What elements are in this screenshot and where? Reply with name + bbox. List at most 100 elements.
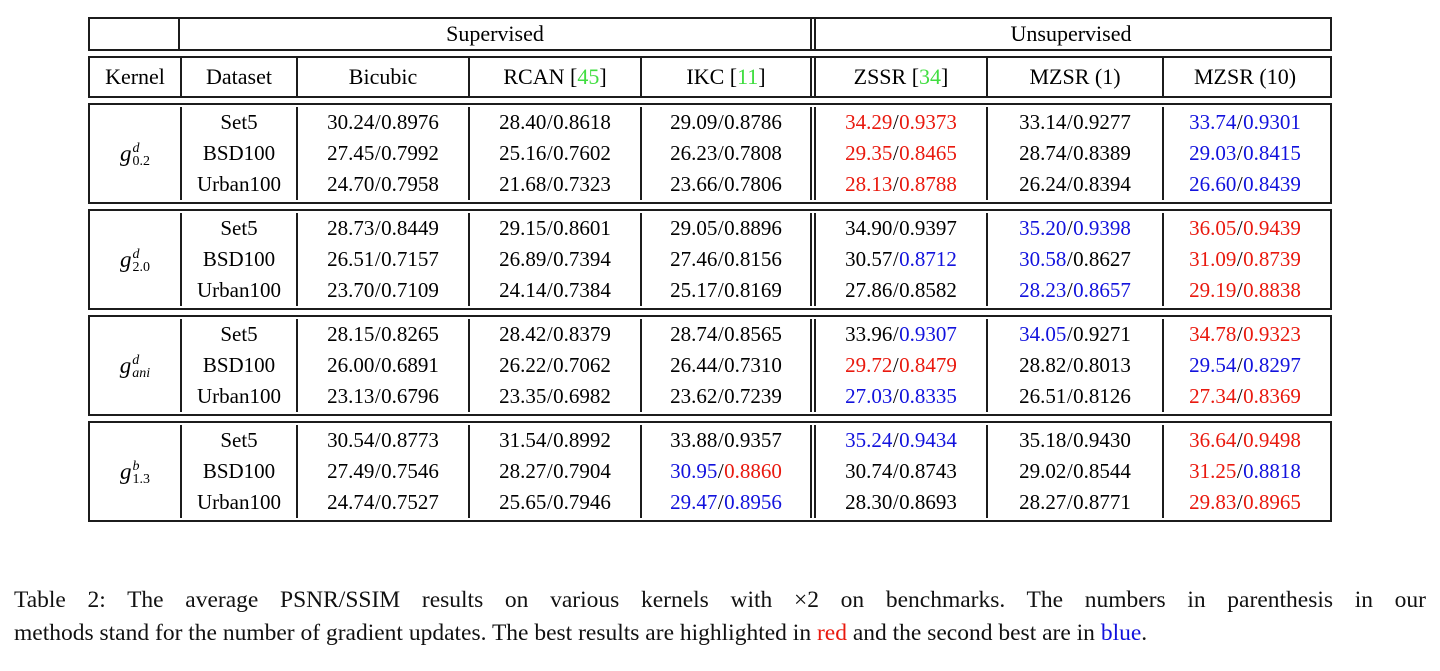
psnr-ssim-cell: 27.86/0.8582 bbox=[814, 275, 986, 306]
column-header: Kernel bbox=[90, 58, 180, 96]
slash: / bbox=[892, 322, 899, 346]
slash: / bbox=[1066, 172, 1073, 196]
caption-text: . bbox=[1141, 620, 1148, 646]
slash: / bbox=[1066, 247, 1073, 271]
value-text: 0.7310 bbox=[724, 353, 782, 377]
value-text: 0.7546 bbox=[381, 459, 439, 483]
slash: / bbox=[374, 490, 381, 514]
value-text: 29.47 bbox=[670, 490, 718, 514]
slash: / bbox=[546, 141, 553, 165]
slash: / bbox=[892, 278, 899, 302]
psnr-ssim-cell: 30.24/0.8976 bbox=[296, 107, 468, 138]
value-text: 0.9271 bbox=[1073, 322, 1131, 346]
slash: / bbox=[717, 216, 724, 240]
slash: / bbox=[374, 428, 381, 452]
value-text: 25.16 bbox=[499, 141, 547, 165]
value-text: 0.8956 bbox=[724, 490, 782, 514]
slash: / bbox=[374, 110, 381, 134]
dataset-label: Urban100 bbox=[180, 275, 296, 306]
slash: / bbox=[1236, 459, 1243, 483]
value-text: 26.51 bbox=[1019, 384, 1067, 408]
value-text: 33.74 bbox=[1189, 110, 1237, 134]
value-text: RCAN [ bbox=[503, 64, 578, 89]
value-text: 23.35 bbox=[499, 384, 547, 408]
caption-text: and the second best are in bbox=[846, 620, 1101, 646]
value-text: 0.7109 bbox=[381, 278, 439, 302]
value-text: 0.9323 bbox=[1243, 322, 1301, 346]
slash: / bbox=[546, 172, 553, 196]
kernel-math: g d 0.2 bbox=[120, 140, 150, 169]
psnr-ssim-cell: 31.54/0.8992 bbox=[468, 425, 640, 456]
slash: / bbox=[717, 353, 724, 377]
value-text: Dataset bbox=[206, 64, 272, 89]
value-text: 28.15 bbox=[327, 322, 375, 346]
value-text: 29.35 bbox=[845, 141, 893, 165]
value-text: 27.45 bbox=[327, 141, 375, 165]
slash: / bbox=[374, 216, 381, 240]
value-text: 0.7602 bbox=[553, 141, 611, 165]
corner-cell bbox=[90, 19, 180, 49]
value-text: 31.25 bbox=[1189, 459, 1237, 483]
value-text: 0.6982 bbox=[553, 384, 611, 408]
slash: / bbox=[374, 322, 381, 346]
value-text: MZSR (1) bbox=[1029, 64, 1121, 89]
psnr-ssim-cell: 27.45/0.7992 bbox=[296, 138, 468, 169]
value-text: 34.29 bbox=[845, 110, 893, 134]
value-text: 0.8297 bbox=[1243, 353, 1301, 377]
value-text: 0.8582 bbox=[899, 278, 957, 302]
psnr-ssim-cell: 30.57/0.8712 bbox=[814, 244, 986, 275]
slash: / bbox=[717, 490, 724, 514]
slash: / bbox=[892, 141, 899, 165]
psnr-ssim-cell: 28.74/0.8389 bbox=[986, 138, 1162, 169]
slash: / bbox=[717, 384, 724, 408]
psnr-ssim-cell: 29.02/0.8544 bbox=[986, 456, 1162, 487]
value-text: 28.82 bbox=[1019, 353, 1067, 377]
psnr-ssim-cell: 29.19/0.8838 bbox=[1162, 275, 1326, 306]
value-text: 29.02 bbox=[1019, 459, 1067, 483]
psnr-ssim-cell: 29.15/0.8601 bbox=[468, 213, 640, 244]
slash: / bbox=[1066, 353, 1073, 377]
value-text: 35.20 bbox=[1019, 216, 1067, 240]
value-text: 0.7384 bbox=[553, 278, 611, 302]
value-text: 0.8156 bbox=[724, 247, 782, 271]
value-text: 0.8838 bbox=[1243, 278, 1301, 302]
value-text: 0.8369 bbox=[1243, 384, 1301, 408]
psnr-ssim-cell: 33.14/0.9277 bbox=[986, 107, 1162, 138]
psnr-ssim-cell: 26.22/0.7062 bbox=[468, 350, 640, 381]
value-text: 26.22 bbox=[499, 353, 547, 377]
psnr-ssim-cell: 33.88/0.9357 bbox=[640, 425, 812, 456]
slash: / bbox=[1236, 322, 1243, 346]
slash: / bbox=[1236, 353, 1243, 377]
value-text: 26.51 bbox=[327, 247, 375, 271]
value-text: 0.8992 bbox=[553, 428, 611, 452]
caption-red-word: red bbox=[816, 620, 847, 646]
value-text: 27.49 bbox=[327, 459, 375, 483]
table-caption: Table 2: The average PSNR/SSIM results o… bbox=[14, 584, 1426, 650]
value-text: 28.13 bbox=[845, 172, 893, 196]
value-text: 0.7808 bbox=[724, 141, 782, 165]
value-text: 0.8265 bbox=[381, 322, 439, 346]
psnr-ssim-cell: 28.40/0.8618 bbox=[468, 107, 640, 138]
value-text: 0.7946 bbox=[553, 490, 611, 514]
slash: / bbox=[892, 459, 899, 483]
value-text: Set5 bbox=[220, 428, 258, 452]
value-text: 0.9357 bbox=[724, 428, 782, 452]
dataset-label: BSD100 bbox=[180, 456, 296, 487]
value-text: 0.8739 bbox=[1243, 247, 1301, 271]
slash: / bbox=[1236, 247, 1243, 271]
value-text: 0.8693 bbox=[899, 490, 957, 514]
psnr-ssim-cell: 29.09/0.8786 bbox=[640, 107, 812, 138]
value-text: 0.9277 bbox=[1073, 110, 1131, 134]
slash: / bbox=[1066, 141, 1073, 165]
psnr-ssim-cell: 28.15/0.8265 bbox=[296, 319, 468, 350]
psnr-ssim-cell: 28.27/0.8771 bbox=[986, 487, 1162, 518]
dataset-label: BSD100 bbox=[180, 138, 296, 169]
value-text: 26.23 bbox=[670, 141, 718, 165]
psnr-ssim-cell: 24.14/0.7384 bbox=[468, 275, 640, 306]
value-text: 33.96 bbox=[845, 322, 893, 346]
value-text: 0.8439 bbox=[1243, 172, 1301, 196]
slash: / bbox=[374, 278, 381, 302]
psnr-ssim-cell: 36.64/0.9498 bbox=[1162, 425, 1326, 456]
value-text: 0.9439 bbox=[1243, 216, 1301, 240]
value-text: 33.14 bbox=[1019, 110, 1067, 134]
